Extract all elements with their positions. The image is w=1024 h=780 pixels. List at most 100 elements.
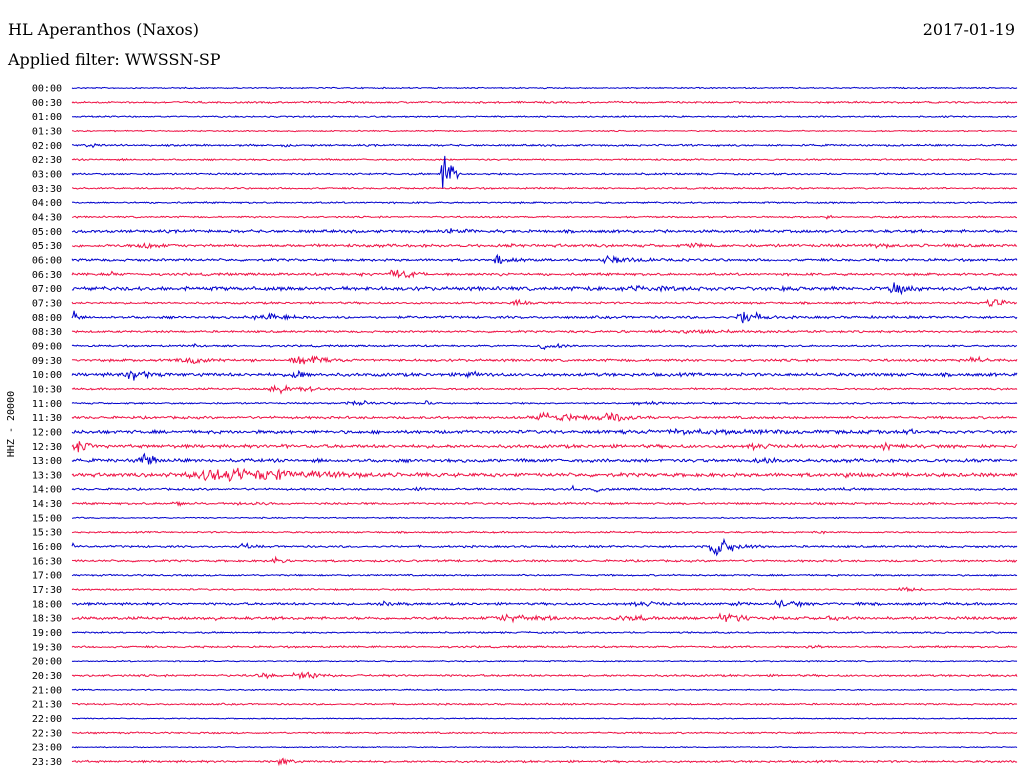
trace-line: [71, 115, 1018, 119]
trace-line: [71, 484, 1018, 493]
trace-line: [71, 383, 1018, 395]
time-tick-label: 04:30: [32, 212, 62, 223]
trace-line: [71, 269, 1018, 279]
time-tick-label: 19:30: [32, 642, 62, 653]
trace-line: [71, 659, 1018, 663]
trace-line: [71, 298, 1018, 308]
time-tick-label: 09:00: [32, 341, 62, 352]
time-tick-label: 11:30: [32, 413, 62, 424]
trace-line: [71, 757, 1018, 767]
time-tick-label: 08:30: [32, 327, 62, 338]
time-tick-label: 11:00: [32, 399, 62, 410]
trace-line: [71, 242, 1018, 250]
trace-line: [71, 427, 1018, 436]
time-tick-label: 05:00: [32, 227, 62, 238]
trace-line: [71, 467, 1018, 482]
trace-line: [71, 555, 1018, 564]
trace-line: [71, 671, 1018, 681]
trace-line: [71, 310, 1018, 324]
time-tick-label: 10:00: [32, 370, 62, 381]
trace-line: [71, 228, 1018, 235]
trace-line: [71, 411, 1018, 422]
trace-line: [71, 253, 1018, 265]
trace-line: [71, 516, 1018, 520]
time-tick-label: 01:30: [32, 126, 62, 137]
time-tick-label: 12:00: [32, 427, 62, 438]
time-tick-label: 21:30: [32, 700, 62, 711]
time-tick-label: 14:30: [32, 499, 62, 510]
time-tick-label: 14:00: [32, 485, 62, 496]
time-tick-label: 18:00: [32, 599, 62, 610]
trace-line: [71, 441, 1018, 453]
trace-line: [71, 630, 1018, 635]
trace-line: [71, 369, 1018, 381]
time-tick-label: 09:30: [32, 356, 62, 367]
time-tick-labels: 00:00 00:30 01:00 01:30 02:00 02:30 03:00 03:30…: [32, 84, 62, 769]
time-tick-label: 19:00: [32, 628, 62, 639]
time-tick-label: 06:30: [32, 270, 62, 281]
time-tick-label: 02:30: [32, 155, 62, 166]
station-title: HL Aperanthos (Naxos): [8, 20, 199, 39]
time-tick-label: 07:00: [32, 284, 62, 295]
seismic-traces: [71, 86, 1018, 767]
time-tick-label: 17:00: [32, 571, 62, 582]
time-tick-label: 22:30: [32, 728, 62, 739]
date-label: 2017-01-19: [922, 20, 1015, 39]
time-tick-label: 23:30: [32, 757, 62, 768]
trace-line: [71, 452, 1018, 465]
time-tick-label: 16:00: [32, 542, 62, 553]
time-tick-label: 10:30: [32, 384, 62, 395]
trace-line: [71, 731, 1018, 735]
trace-line: [71, 100, 1018, 105]
trace-line: [71, 586, 1018, 593]
time-tick-label: 18:30: [32, 614, 62, 625]
time-tick-label: 12:30: [32, 442, 62, 453]
trace-line: [71, 688, 1018, 692]
trace-line: [71, 599, 1018, 609]
time-tick-label: 04:00: [32, 198, 62, 209]
time-tick-label: 20:00: [32, 657, 62, 668]
time-tick-label: 03:00: [32, 169, 62, 180]
trace-line: [71, 214, 1017, 220]
trace-line: [71, 142, 1018, 149]
trace-line: [71, 155, 1017, 190]
trace-line: [71, 500, 1018, 507]
trace-line: [71, 399, 1018, 407]
channel-label: HHZ - 20000: [6, 391, 17, 457]
time-tick-label: 22:00: [32, 714, 62, 725]
trace-line: [71, 717, 1018, 720]
trace-line: [71, 86, 1018, 90]
trace-line: [72, 129, 1018, 133]
trace-line: [71, 328, 1018, 335]
time-tick-label: 21:00: [32, 685, 62, 696]
time-tick-label: 01:00: [32, 112, 62, 123]
time-tick-label: 15:30: [32, 528, 62, 539]
time-tick-label: 07:30: [32, 298, 62, 309]
trace-line: [71, 530, 1018, 535]
trace-line: [71, 702, 1018, 706]
time-tick-label: 08:00: [32, 313, 62, 324]
time-tick-label: 05:30: [32, 241, 62, 252]
time-tick-label: 13:00: [32, 456, 62, 467]
time-tick-label: 06:00: [32, 255, 62, 266]
trace-line: [71, 157, 1018, 162]
trace-line: [71, 644, 1018, 649]
trace-line: [71, 200, 1018, 205]
filter-label: Applied filter: WWSSN-SP: [8, 50, 221, 69]
trace-line: [71, 612, 1018, 624]
time-tick-label: 23:00: [32, 743, 62, 754]
time-tick-label: 16:30: [32, 556, 62, 567]
time-tick-label: 15:00: [32, 513, 62, 524]
trace-line: [71, 355, 1018, 365]
time-tick-label: 17:30: [32, 585, 62, 596]
trace-line: [71, 745, 1018, 749]
time-tick-label: 20:30: [32, 671, 62, 682]
time-tick-label: 02:00: [32, 141, 62, 152]
time-tick-label: 00:30: [32, 98, 62, 109]
trace-line: [71, 282, 1018, 296]
trace-line: [71, 573, 1018, 577]
trace-line: [71, 342, 1018, 351]
trace-line: [71, 537, 1018, 557]
trace-line: [71, 186, 1018, 190]
